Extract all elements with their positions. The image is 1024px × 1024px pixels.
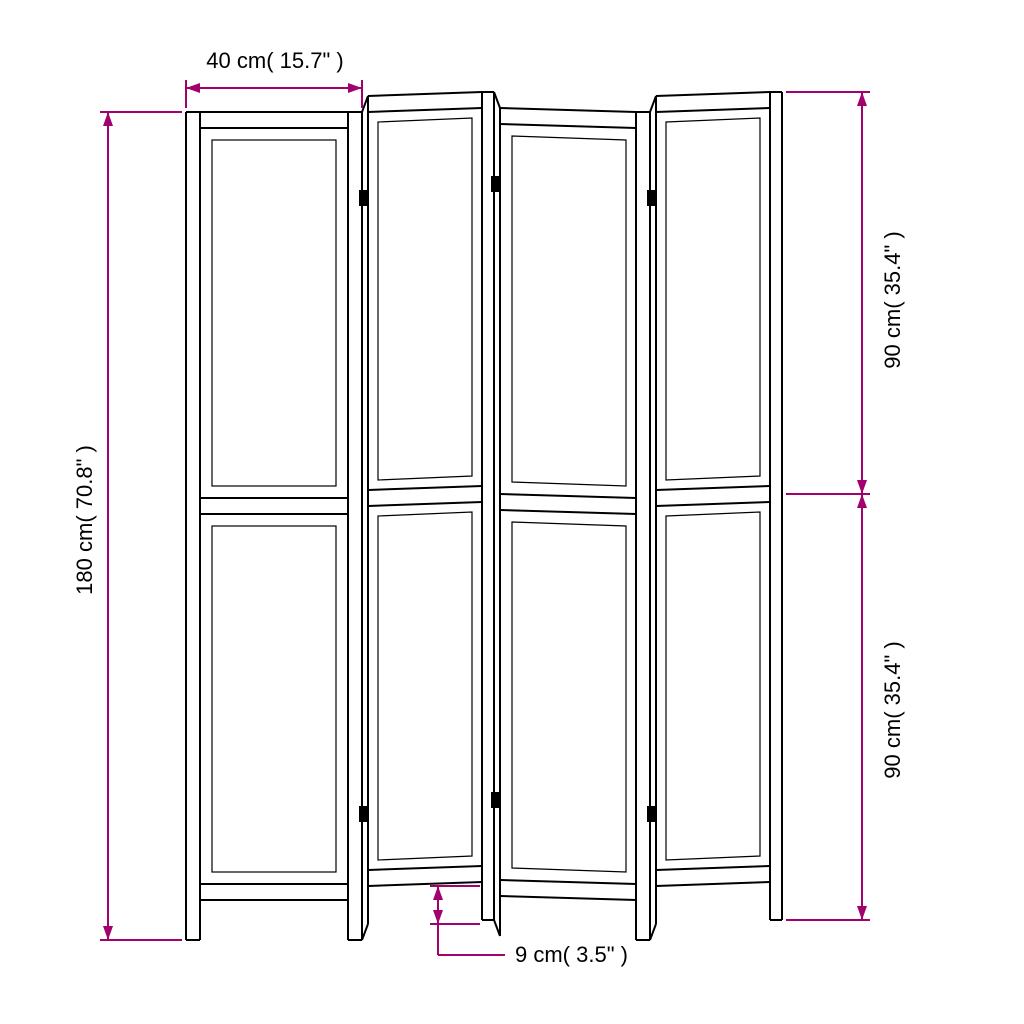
label-section-top: 90 cm( 35.4" ) bbox=[880, 231, 905, 368]
dimension-diagram: 180 cm( 70.8" ) 40 cm( 15.7" ) 90 cm( 35… bbox=[0, 0, 1024, 1024]
label-leg-gap: 9 cm( 3.5" ) bbox=[515, 942, 628, 967]
label-width-panel: 40 cm( 15.7" ) bbox=[206, 48, 343, 73]
dim-section-bottom bbox=[786, 494, 870, 920]
dim-width-panel bbox=[186, 80, 362, 108]
hinges bbox=[359, 176, 657, 822]
dimension-labels: 180 cm( 70.8" ) 40 cm( 15.7" ) 90 cm( 35… bbox=[72, 48, 905, 967]
label-section-bottom: 90 cm( 35.4" ) bbox=[880, 641, 905, 778]
room-divider-lineart bbox=[186, 92, 782, 940]
dimensions bbox=[100, 80, 870, 955]
dim-height-total bbox=[100, 112, 182, 940]
label-height-total: 180 cm( 70.8" ) bbox=[72, 445, 97, 595]
dim-section-top bbox=[786, 92, 870, 494]
